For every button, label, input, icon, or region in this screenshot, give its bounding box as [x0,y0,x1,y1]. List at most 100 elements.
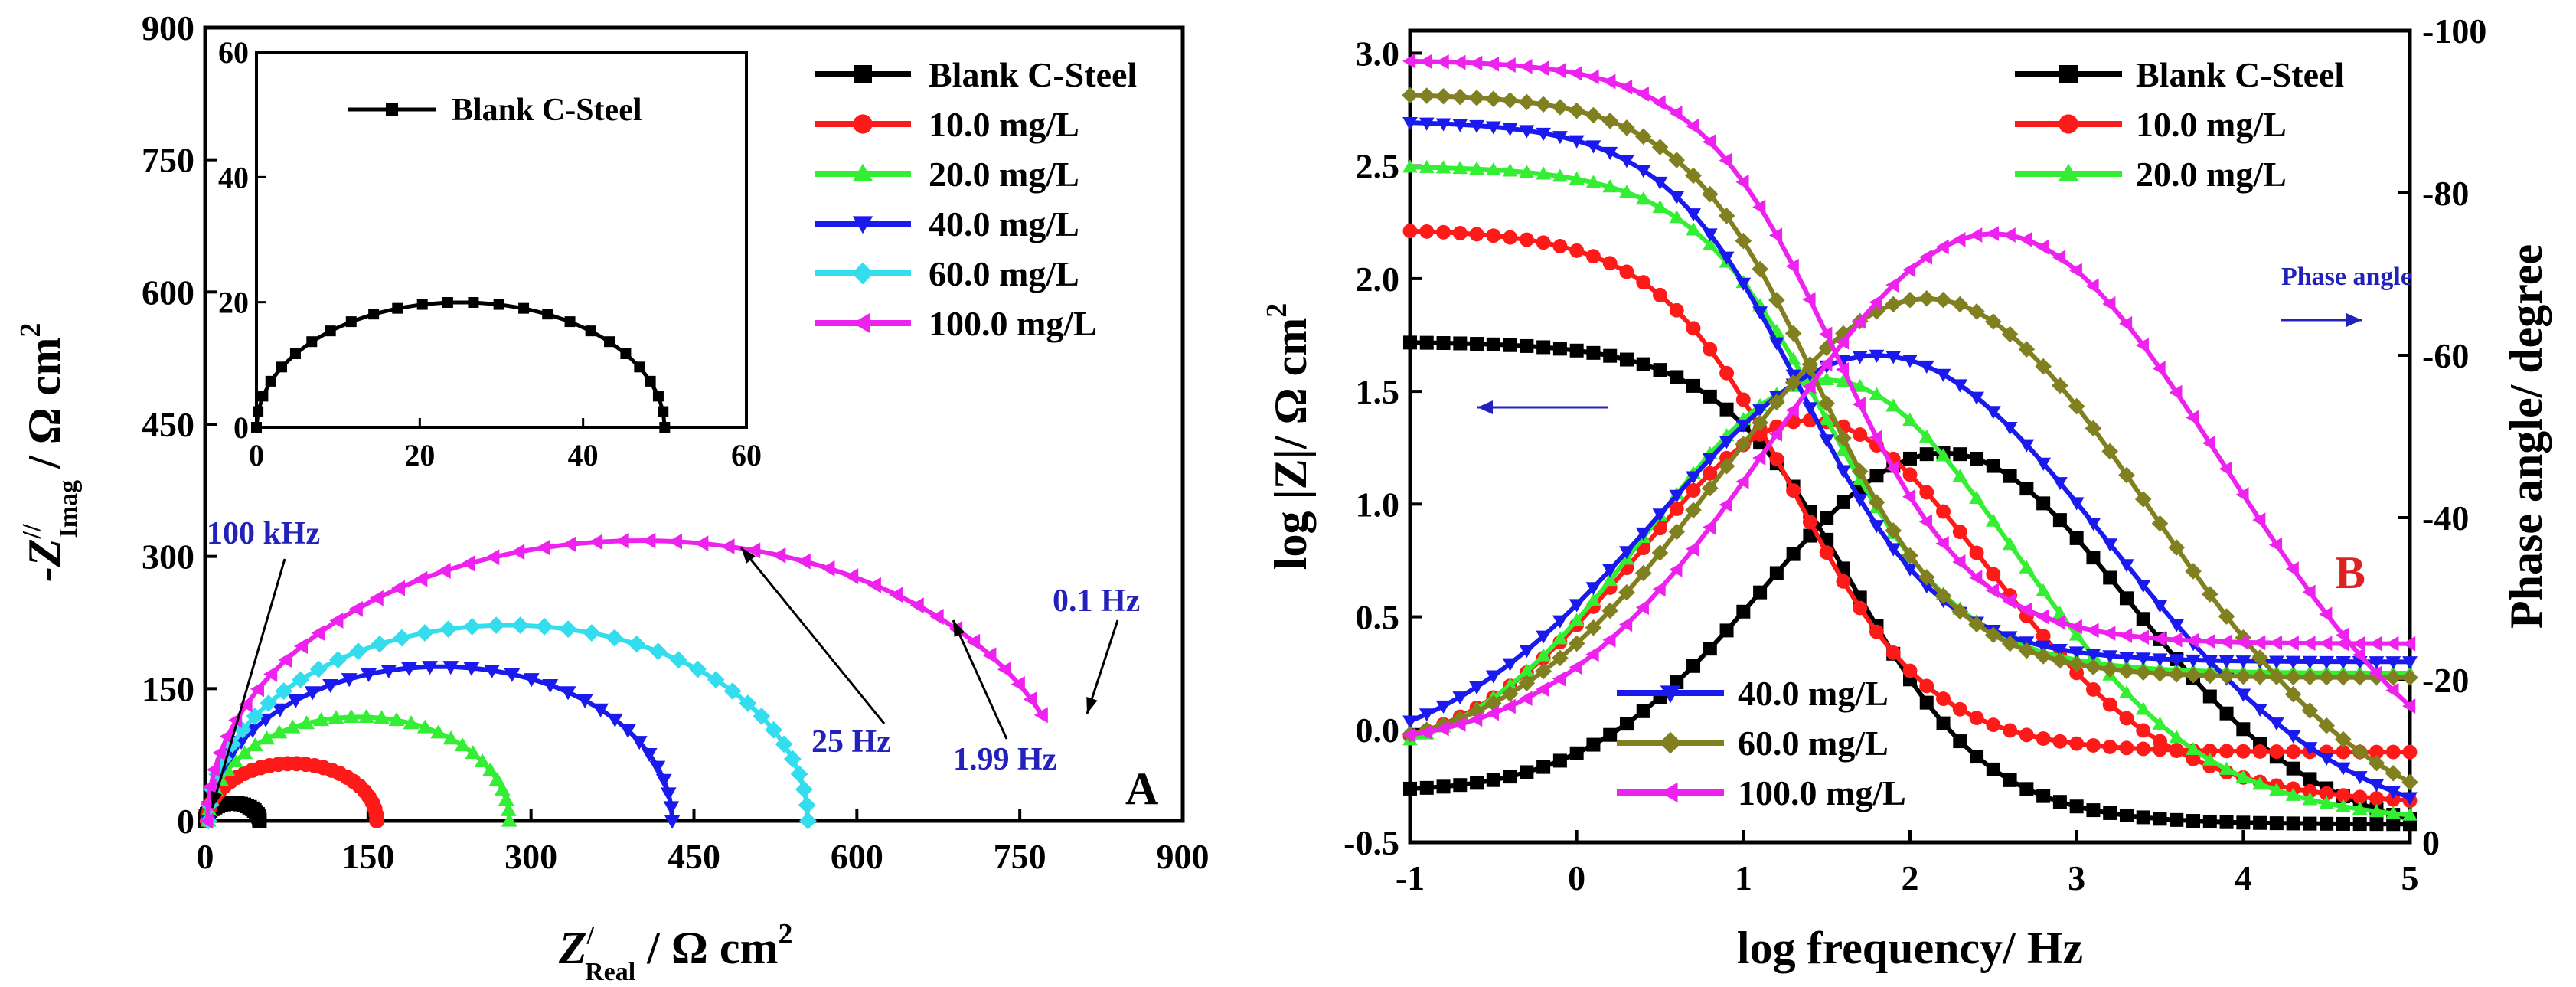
data-point [1935,368,1951,382]
data-point [660,787,677,802]
data-point [2268,537,2283,553]
data-point [1603,348,1618,363]
data-point [1502,123,1518,136]
data-point [2336,627,2349,643]
data-point [2352,636,2365,652]
data-point [1435,721,1449,737]
data-point [1836,442,1851,456]
data-point [212,744,227,761]
data-point [2102,538,2118,552]
data-point [1802,292,1816,308]
data-point [2036,583,2052,596]
data-point [1586,345,1601,360]
data-point [511,616,530,635]
data-point [2002,422,2018,436]
data-point [2069,665,2085,681]
data-point [1686,471,1701,485]
inset-data-point [253,406,264,417]
data-point [1602,146,1618,160]
data-point [1836,574,1851,589]
data-point [790,765,808,783]
series-40-0-mg-l [200,661,681,829]
data-point [2169,384,2183,400]
inset-data-point [658,406,669,417]
y-left-tick-label: 2.0 [1356,260,1400,299]
data-point [2086,803,2101,818]
data-point [2101,661,2118,678]
data-point [1986,459,2000,473]
data-point [2052,513,2067,528]
data-point [1552,753,1567,768]
x-tick-label: 600 [831,837,883,876]
y-right-tick-label: -60 [2422,336,2469,375]
inset-x-tick-label: 40 [568,438,599,472]
data-point [2385,656,2401,670]
data-point [642,532,656,549]
legend-marker [1659,731,1682,754]
data-point [2068,655,2085,673]
data-point [1535,96,1552,113]
data-point [1768,426,1783,442]
y-right-tick-label: -80 [2422,174,2469,213]
data-point [2118,662,2135,680]
data-point [465,745,482,760]
data-point [2068,497,2085,511]
data-point [1885,645,1901,660]
y-tick-label: 600 [142,273,194,312]
y-tick-label: 900 [142,8,194,47]
data-point [1485,56,1500,72]
data-point [2035,648,2052,665]
data-point [2069,736,2085,751]
data-point [1902,663,1918,678]
data-point [2369,817,2384,832]
data-point [1819,371,1835,385]
data-point [2335,730,2352,748]
data-point [2352,817,2367,832]
data-point [2085,623,2099,639]
data-point [1435,87,1452,105]
data-point [1752,306,1768,320]
data-point [628,635,646,653]
data-point [1601,602,1618,619]
data-point [1952,469,1968,482]
data-point [1953,734,1967,749]
data-point [2285,561,2299,577]
data-point [1010,676,1025,692]
data-point [2134,664,2152,681]
data-point [1703,466,1718,481]
data-point [252,813,267,828]
data-point [559,620,577,639]
data-point [1784,325,1802,342]
data-point [2186,751,2201,766]
data-point [1469,711,1483,727]
data-point [1669,302,1684,318]
data-point [2018,341,2036,358]
phase-arrow-head [2346,313,2362,327]
data-point [1868,302,1885,320]
annotation-25hz: 25 Hz [811,724,891,760]
data-point [2151,515,2169,532]
data-point [1752,414,1768,431]
data-point [1702,519,1716,535]
legend: Blank C-Steel 10.0 mg/L 20.0 mg/L 40.0 mg/L… [1617,55,2344,812]
data-point [494,781,511,796]
data-point [1651,139,1669,155]
data-point [1452,226,1468,240]
data-point [2102,739,2117,754]
data-point [1635,600,1649,616]
inset-data-point [345,316,357,328]
data-point [1602,564,1618,578]
data-point [2402,744,2418,760]
data-point [2202,744,2218,759]
data-point [2036,609,2049,625]
data-point [311,625,325,642]
data-point [844,568,859,585]
data-point [1719,402,1734,417]
data-point [343,708,360,723]
data-point [2318,668,2335,686]
data-point [1519,232,1534,247]
x-tick-label: 300 [504,837,557,876]
data-point [1536,235,1551,250]
data-point [1970,750,1984,764]
data-point [1885,398,1902,412]
